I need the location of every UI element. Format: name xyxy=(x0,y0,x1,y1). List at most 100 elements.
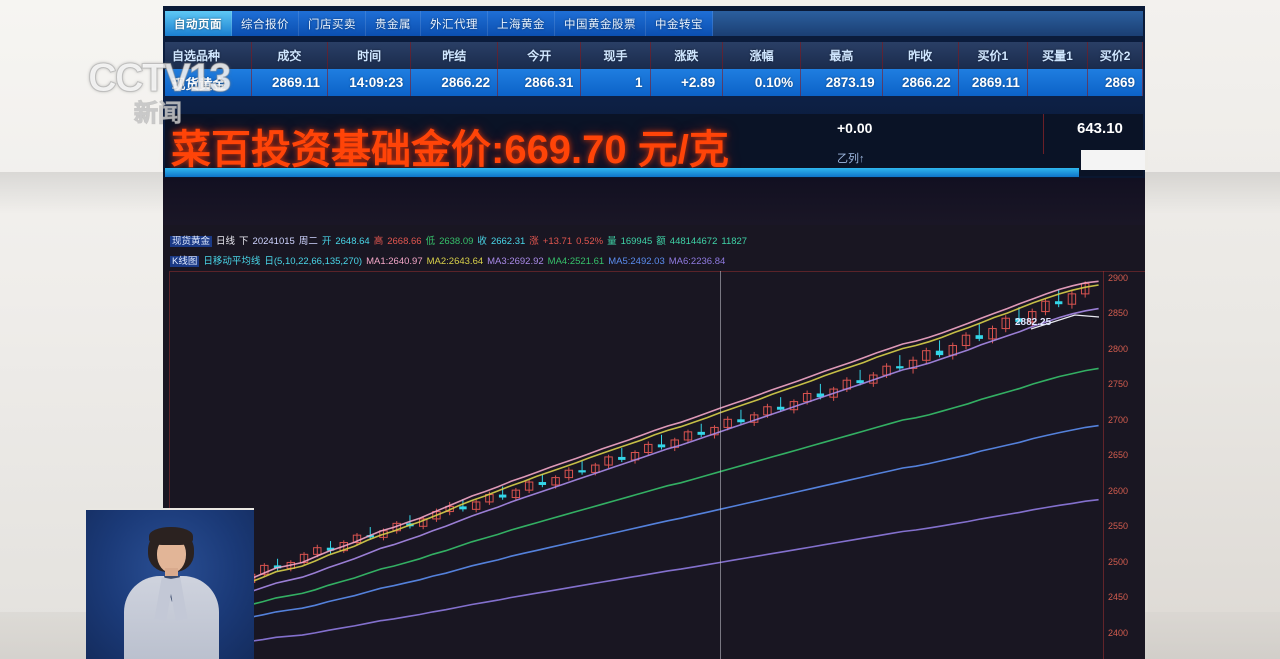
col-header-high[interactable]: 最高 xyxy=(801,42,883,69)
tab-label: 外汇代理 xyxy=(430,18,478,31)
banner-headline: 菜百投资基础金价:669.70 元/克 xyxy=(171,128,729,172)
price-banner: 菜百投资基础金价:669.70 元/克 +0.00 643.10 乙列↑ xyxy=(165,114,1145,281)
legend-ma2: MA2:2643.64 xyxy=(426,256,484,267)
wall-display-screen: 自动页面 综合报价 门店买卖 贵金属 外汇代理 上海黄金 中国黄金股票 中金转宝… xyxy=(163,6,1145,659)
tab-zhongjin-treasure[interactable]: 中金转宝 xyxy=(646,11,713,36)
price-axis-tick: 2850 xyxy=(1108,308,1129,319)
legend-ma6-name: MA6 xyxy=(668,256,689,267)
chart-amount-label: 额 xyxy=(656,236,666,247)
legend-ma2-name: MA2 xyxy=(426,256,447,267)
price-annotation-label: 2882.25 xyxy=(1015,317,1052,328)
chart-extra-value: 11827 xyxy=(721,236,748,247)
chart-symbol-tag: 现货黄金 xyxy=(170,236,213,247)
price-axis-tick: 2900 xyxy=(1108,273,1129,283)
banner-divider xyxy=(1043,114,1044,154)
tab-label: 贵金属 xyxy=(375,18,411,31)
legend-ma1: MA1:2640.97 xyxy=(366,256,423,267)
price-axis-tick: 2500 xyxy=(1108,556,1129,567)
chart-period-label: 日线 xyxy=(216,236,236,247)
chart-ma-legend: K线图 日移动平均线 日(5,10,22,66,135,270) MA1:2640.9… xyxy=(170,253,729,267)
tab-china-gold-stock[interactable]: 中国黄金股票 xyxy=(555,11,646,36)
col-header-open[interactable]: 今开 xyxy=(498,42,582,69)
tab-auto-page[interactable]: 自动页面 xyxy=(165,11,232,36)
banner-change-value: +0.00 xyxy=(837,120,873,136)
cell-volume: 1 xyxy=(581,69,651,96)
tab-bar-filler xyxy=(713,11,1143,36)
col-header-last[interactable]: 成交 xyxy=(252,42,329,69)
legend-ma5: MA5:2492.03 xyxy=(608,256,665,267)
cell-prev-close: 2866.22 xyxy=(883,69,959,96)
chart-low-value: 2638.09 xyxy=(439,236,474,247)
backdrop-wall-right xyxy=(1148,0,1280,659)
legend-ma2-value: 2643.64 xyxy=(448,256,484,267)
cell-bid-volume-1 xyxy=(1028,69,1089,96)
chart-open-label: 开 xyxy=(321,236,332,247)
legend-ma1-value: 2640.97 xyxy=(388,256,423,267)
banner-sub-label: 乙列↑ xyxy=(837,153,865,165)
cell-high: 2873.19 xyxy=(801,69,883,96)
cell-symbol: 现货黄金 xyxy=(165,69,252,96)
crosshair-vertical-line[interactable] xyxy=(720,271,721,659)
cell-bid-price-1: 2869.11 xyxy=(959,69,1028,96)
legend-ma5-value: 2492.03 xyxy=(630,256,665,267)
col-header-symbol[interactable]: 自选品种 xyxy=(165,42,252,69)
chart-indicator-params: 日(5,10,22,66,135,270) xyxy=(264,256,363,267)
legend-ma5-name: MA5 xyxy=(608,256,628,267)
chart-quote-info-line: 现货黄金 日线下 20241015 周二开 2648.64 高 2668.66 低 2638.0… xyxy=(170,233,751,247)
panel-gap xyxy=(163,178,1145,386)
col-header-volume[interactable]: 现手 xyxy=(581,42,651,69)
chart-change-value: +13.71 xyxy=(542,236,573,247)
col-header-change[interactable]: 涨跌 xyxy=(651,42,724,69)
col-header-change-pct[interactable]: 涨幅 xyxy=(723,42,802,69)
quote-panel: 自动页面 综合报价 门店买卖 贵金属 外汇代理 上海黄金 中国黄金股票 中金转宝… xyxy=(163,6,1145,281)
cell-bid-price-2: 2869 xyxy=(1088,69,1143,96)
tab-precious-metals[interactable]: 贵金属 xyxy=(366,11,421,36)
chart-date: 20241015 xyxy=(252,236,295,247)
chart-low-label: 低 xyxy=(425,236,436,247)
tab-shanghai-gold[interactable]: 上海黄金 xyxy=(488,11,555,36)
candlestick-chart-panel: 现货黄金 日线下 20241015 周二开 2648.64 高 2668.66 低 2638.0… xyxy=(163,225,1145,659)
col-header-bid-price-2[interactable]: 买价2 xyxy=(1088,42,1143,69)
legend-ma3-value: 2692.92 xyxy=(509,256,544,267)
chart-high-value: 2668.66 xyxy=(387,236,422,247)
legend-ma4-name: MA4 xyxy=(547,256,568,267)
cell-time: 14:09:23 xyxy=(328,69,412,96)
tab-composite-quote[interactable]: 综合报价 xyxy=(232,11,299,36)
cell-prev-settle: 2866.22 xyxy=(411,69,499,96)
price-axis-tick: 2650 xyxy=(1108,450,1129,461)
col-header-time[interactable]: 时间 xyxy=(328,42,412,69)
tab-label: 中金转宝 xyxy=(655,18,703,31)
legend-ma6: MA6:2236.84 xyxy=(668,256,726,267)
price-axis-tick: 2700 xyxy=(1108,414,1129,425)
banner-blue-strip xyxy=(165,168,1079,177)
legend-ma6-value: 2236.84 xyxy=(690,256,726,267)
tab-label: 综合报价 xyxy=(241,18,289,31)
tab-store-trade[interactable]: 门店买卖 xyxy=(299,11,366,36)
cell-change-pct: 0.10% xyxy=(723,69,802,96)
legend-ma3: MA3:2692.92 xyxy=(487,256,544,267)
table-row[interactable]: 现货黄金 2869.11 14:09:23 2866.22 2866.31 1 … xyxy=(165,69,1143,96)
chart-volume-value: 169945 xyxy=(620,236,653,247)
chart-direction-label: 下 xyxy=(239,236,249,247)
chart-high-label: 高 xyxy=(373,236,384,247)
terminal-tab-bar: 自动页面 综合报价 门店买卖 贵金属 外汇代理 上海黄金 中国黄金股票 中金转宝 xyxy=(165,11,1143,36)
chart-open-value: 2648.64 xyxy=(335,236,370,247)
tab-forex-agency[interactable]: 外汇代理 xyxy=(421,11,488,36)
chart-amount-value: 448144672 xyxy=(669,236,718,247)
col-header-bid-price-1[interactable]: 买价1 xyxy=(959,42,1028,69)
price-axis-tick: 2550 xyxy=(1108,521,1129,532)
col-header-prev-close[interactable]: 昨收 xyxy=(883,42,959,69)
cell-last: 2869.11 xyxy=(252,69,329,96)
col-header-prev-settle[interactable]: 昨结 xyxy=(411,42,499,69)
tab-label: 上海黄金 xyxy=(497,18,545,31)
legend-ma1-name: MA1 xyxy=(366,256,386,267)
legend-ma4: MA4:2521.61 xyxy=(547,256,605,267)
banner-white-box xyxy=(1081,150,1145,170)
chart-type-label: K线图 xyxy=(170,256,200,267)
news-anchor-inset xyxy=(86,508,254,659)
chart-change-pct: 0.52% xyxy=(576,236,604,247)
legend-ma4-value: 2521.61 xyxy=(569,256,605,267)
col-header-bid-volume-1[interactable]: 买量1 xyxy=(1028,42,1089,69)
tab-label: 自动页面 xyxy=(174,18,222,31)
chart-close-label: 收 xyxy=(477,236,487,247)
